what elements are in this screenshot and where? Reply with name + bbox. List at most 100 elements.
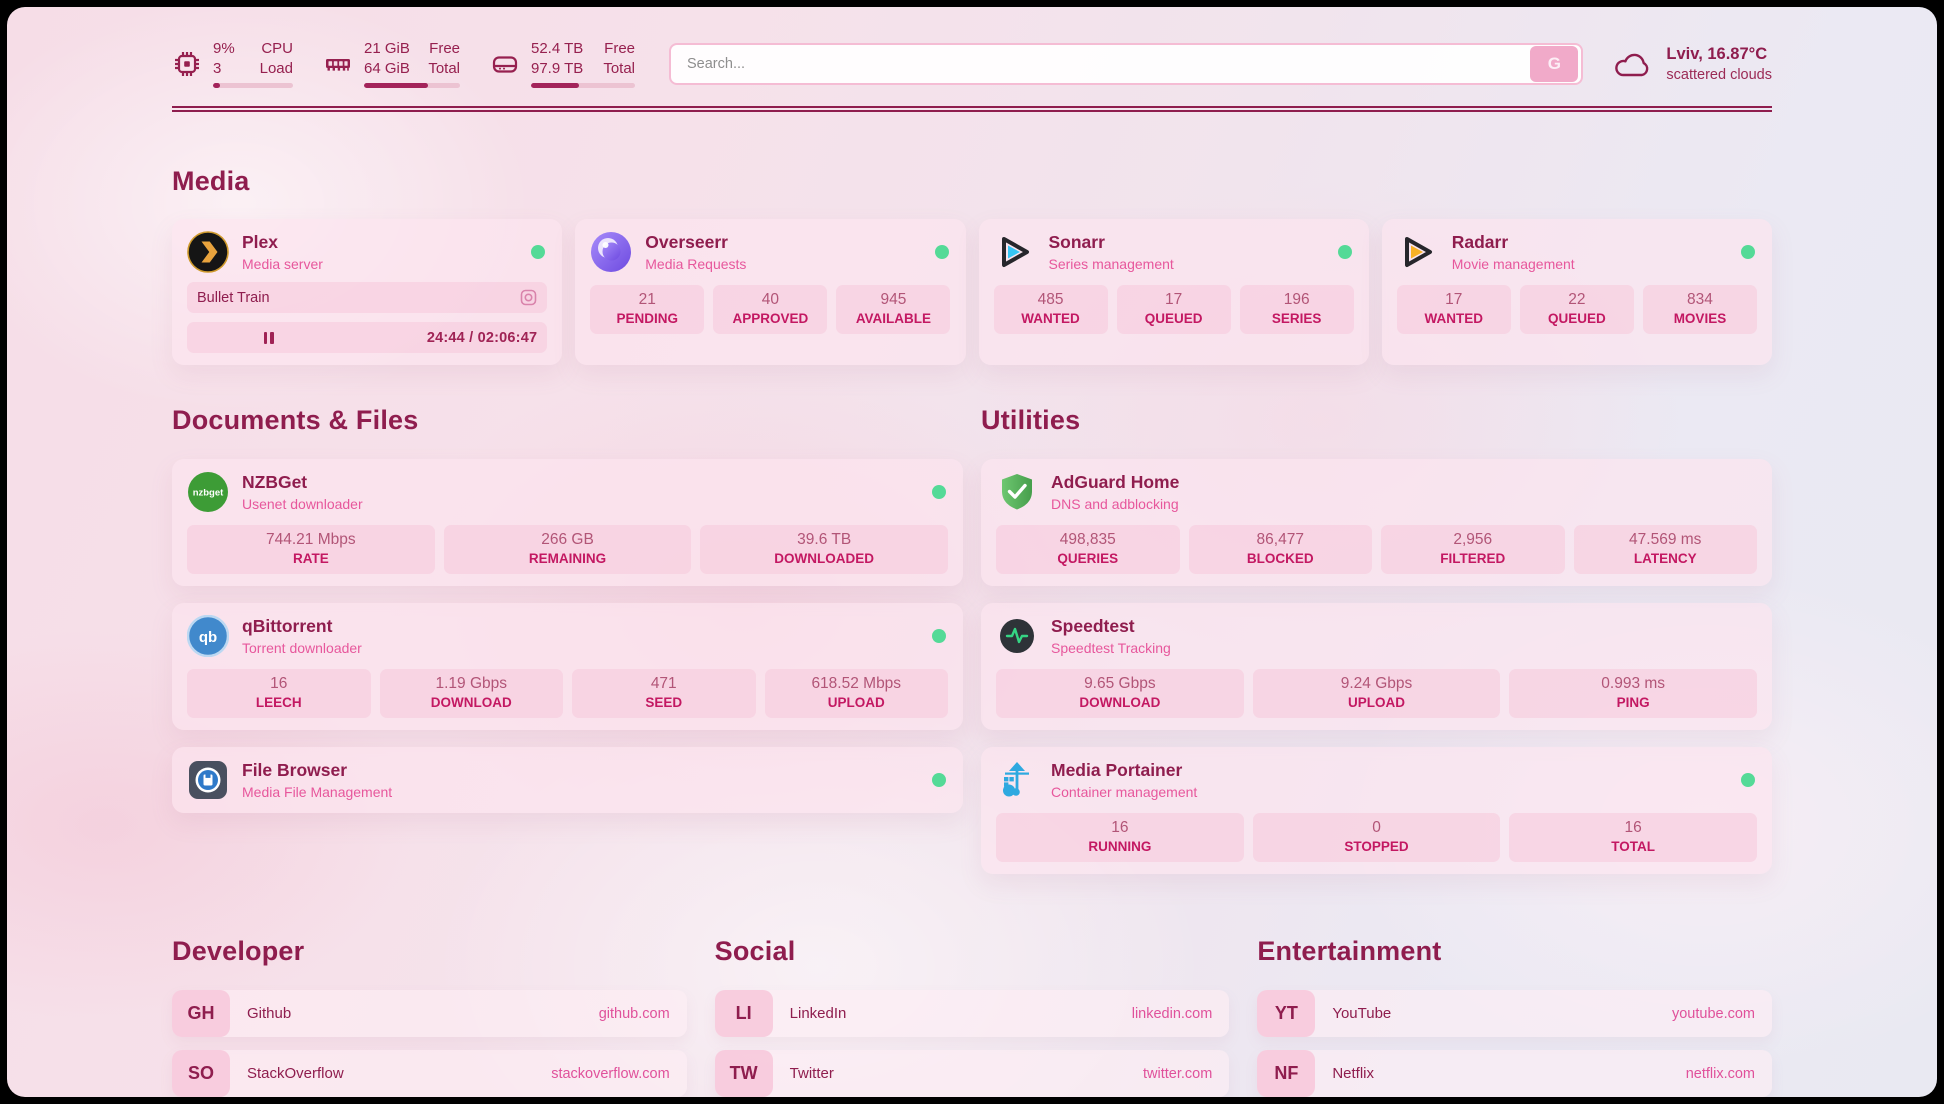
stat-tile-total: 16 TOTAL [1509,813,1758,862]
app-name: Media Portainer [1051,760,1183,780]
topbar-divider [172,106,1772,112]
stat-tile-filtered: 2,956 FILTERED [1381,525,1565,574]
section-title-developer: Developer [172,936,305,966]
app-name: AdGuard Home [1051,472,1180,492]
weather-condition: scattered clouds [1666,66,1772,83]
app-desc: Torrent downloader [242,640,362,656]
radarr-icon [1397,231,1439,273]
stat-tile-series: 196 SERIES [1239,285,1354,334]
cpu-load: 3 [213,59,222,77]
app-card-nzbget[interactable]: nzbget NZBGet Usenet downloader 744.21 M… [172,459,963,586]
bookmark-twitter[interactable]: TW Twitter twitter.com [714,1050,1230,1097]
section-title-media: Media [172,166,250,196]
bookmark-name: LinkedIn [789,1005,847,1022]
stat-tile-available: 945 AVAILABLE [836,285,951,334]
bookmark-abbr: NF [1257,1050,1316,1097]
stat-tile-ping: 0.993 ms PING [1509,669,1758,718]
cloud-icon [1615,53,1649,76]
app-card-plex[interactable]: Plex Media server Bullet Train [172,219,563,365]
app-card-radarr[interactable]: Radarr Movie management 17 WANTED 22 QUE… [1381,219,1772,365]
bookmark-github[interactable]: GH Github github.com [172,990,687,1037]
app-card-sonarr[interactable]: Sonarr Series management 485 WANTED 17 Q… [978,219,1369,365]
topbar: 9% CPU 3 Load [172,7,1772,88]
section-utilities: Utilities AdGuard Home [981,405,1772,874]
app-name: Speedtest [1051,616,1135,636]
stat-tile-movies: 834 MOVIES [1642,285,1757,334]
status-dot [932,629,946,643]
bookmark-netflix[interactable]: NF Netflix netflix.com [1257,1050,1772,1097]
bookmark-abbr: LI [714,990,773,1037]
stat-tile-pending: 21 PENDING [590,285,705,334]
bookmark-abbr: TW [714,1050,773,1097]
app-desc: Series management [1048,256,1174,272]
bookmark-url: github.com [598,1005,670,1022]
bookmark-url: stackoverflow.com [551,1065,670,1082]
stat-tile-upload: 618.52 Mbps UPLOAD [764,669,948,718]
memory-free: 21 GiB [364,40,410,57]
memory-usage-fill [364,83,429,88]
now-playing-row: Bullet Train [187,282,548,313]
section-developer: Developer GH Github github.com SO StackO… [172,936,687,1097]
stat-tile-blocked: 86,477 BLOCKED [1188,525,1372,574]
cpu-stat: 9% CPU 3 Load [172,39,293,88]
disk-total: 97.9 TB [531,59,584,77]
app-desc: Usenet downloader [242,496,363,512]
speedtest-icon [996,615,1038,657]
app-card-filebrowser[interactable]: File Browser Media File Management [172,747,963,813]
stat-tile-queued: 17 QUEUED [1116,285,1231,334]
app-name: NZBGet [242,472,308,492]
disk-total-label: Total [603,59,635,77]
stat-tile-remaining: 266 GB REMAINING [443,525,692,574]
bookmark-stackoverflow[interactable]: SO StackOverflow stackoverflow.com [172,1050,687,1097]
bookmark-name: Netflix [1332,1065,1375,1082]
svg-text:qb: qb [199,629,217,646]
svg-text:nzbget: nzbget [193,488,224,499]
section-documents: Documents & Files nzbget NZBGet Usenet d… [172,405,963,813]
dashboard-screen: 9% CPU 3 Load [7,7,1937,1097]
section-title-documents: Documents & Files [172,405,419,435]
search-input[interactable] [671,55,1531,72]
stat-tile-wanted: 17 WANTED [1396,285,1511,334]
playback-time: 24:44 / 02:06:47 [426,329,538,346]
filebrowser-icon [187,759,229,801]
search-provider-button[interactable]: G [1530,45,1579,82]
app-card-qbittorrent[interactable]: qb qBittorrent Torrent downloader 16 LEE… [172,603,963,730]
app-card-portainer[interactable]: Media Portainer Container management 16 … [981,747,1772,874]
status-dot [934,245,949,259]
app-name: qBittorrent [242,616,333,636]
cpu-percent: 9% [213,40,235,57]
app-desc: Media server [242,256,323,272]
bookmark-abbr: GH [172,990,230,1037]
section-media: Media Plex Media server [172,166,1772,365]
stat-tile-seed: 471 SEED [572,669,756,718]
disk-usage-bar [531,83,635,88]
video-icon [520,289,537,306]
app-card-overseerr[interactable]: Overseerr Media Requests 21 PENDING 40 A… [575,219,966,365]
weather-widget[interactable]: Lviv, 16.87°C scattered clouds [1611,45,1772,83]
app-card-adguard[interactable]: AdGuard Home DNS and adblocking 498,835 … [981,459,1772,586]
memory-icon [323,49,353,79]
memory-usage-bar [364,83,460,88]
qbittorrent-icon: qb [187,615,229,657]
app-name: Plex [242,232,278,252]
section-entertainment: Entertainment YT YouTube youtube.com NF … [1257,936,1772,1097]
status-dot [932,773,946,787]
adguard-icon [996,471,1038,513]
bookmark-abbr: SO [172,1050,230,1097]
app-desc: Speedtest Tracking [1051,640,1171,656]
disk-free: 52.4 TB [531,40,584,57]
app-name: File Browser [242,760,348,780]
bookmark-youtube[interactable]: YT YouTube youtube.com [1257,990,1772,1037]
bookmark-linkedin[interactable]: LI LinkedIn linkedin.com [714,990,1230,1037]
bookmark-url: netflix.com [1685,1065,1755,1082]
app-card-speedtest[interactable]: Speedtest Speedtest Tracking 9.65 Gbps D… [981,603,1772,730]
app-desc: Media Requests [645,256,747,272]
status-dot [932,485,946,499]
bookmark-url: twitter.com [1143,1065,1213,1082]
section-title-entertainment: Entertainment [1257,936,1442,966]
nzbget-icon: nzbget [187,471,229,513]
memory-free-label: Free [429,40,460,57]
memory-total: 64 GiB [364,59,410,77]
disk-stat: 52.4 TB Free 97.9 TB Total [490,39,635,88]
cpu-label: CPU [261,40,293,57]
